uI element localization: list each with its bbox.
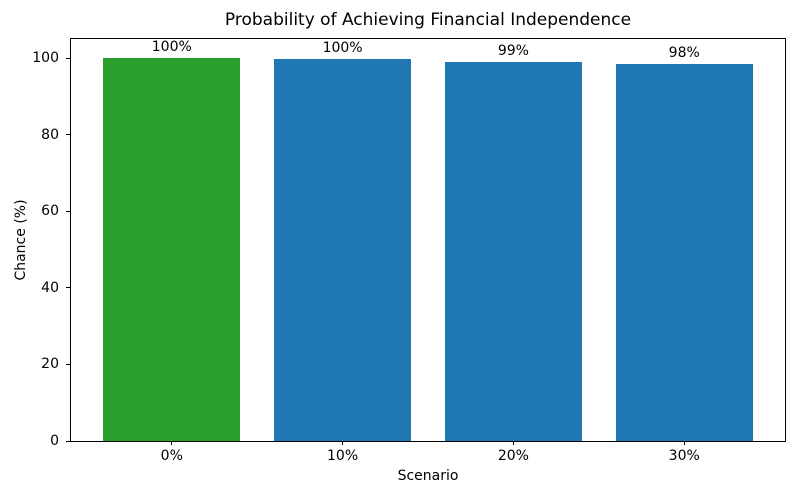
y-tick-label: 40 [41, 279, 59, 296]
y-tick-mark [66, 210, 70, 212]
chart-title: Probability of Achieving Financial Indep… [224, 10, 632, 30]
x-tick-mark [171, 441, 173, 445]
x-tick-mark [512, 441, 514, 445]
y-tick-mark [66, 57, 70, 59]
x-tick-mark [342, 441, 344, 445]
bar [274, 58, 411, 441]
y-tick-mark [66, 134, 70, 136]
x-tick-label: 10% [327, 448, 359, 464]
y-tick-mark [66, 287, 70, 289]
y-tick-mark [66, 363, 70, 365]
bar [103, 58, 241, 441]
y-tick-label: 0 [50, 433, 59, 449]
x-tick-label: 20% [497, 448, 529, 464]
bar [445, 61, 582, 441]
x-axis-label: Scenario [397, 468, 459, 484]
bar-value-label: 98% [668, 45, 700, 62]
y-tick-mark [66, 440, 70, 442]
bar [615, 64, 753, 441]
bar-value-label: 99% [497, 42, 529, 59]
plot-area: 0 20 40 60 80 100 0% 100% 10% 100% 20% 99% 30% 98% [32, 38, 786, 464]
y-tick-label: 80 [41, 126, 59, 143]
x-tick-label: 0% [160, 448, 183, 464]
y-tick-label: 20 [41, 356, 59, 373]
bar-value-label: 100% [322, 39, 363, 56]
y-tick-label: 100 [32, 50, 59, 67]
x-tick-mark [683, 441, 685, 445]
y-tick-label: 60 [41, 203, 59, 220]
x-tick-label: 30% [668, 448, 700, 464]
bar-value-label: 100% [151, 39, 192, 56]
